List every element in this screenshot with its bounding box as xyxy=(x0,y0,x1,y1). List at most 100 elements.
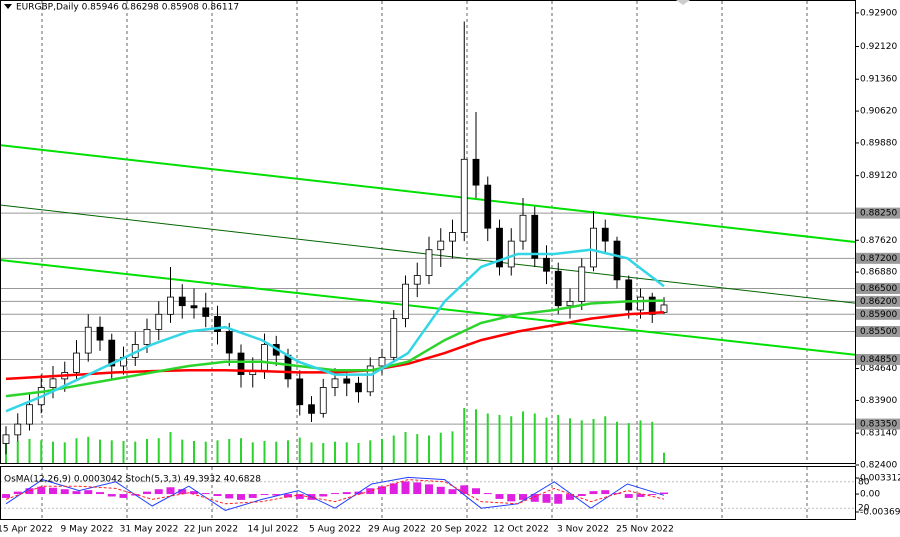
candle-body xyxy=(167,296,174,315)
candle-body xyxy=(296,378,304,406)
candle-body xyxy=(578,266,586,302)
volume-bar xyxy=(122,441,125,463)
x-tick-label: 14 Jul 2022 xyxy=(248,525,299,535)
osma-bar xyxy=(2,494,10,498)
y-tick-label: 0.89120 xyxy=(860,171,897,181)
volume-bar xyxy=(298,437,301,463)
scroll-marker[interactable] xyxy=(676,0,690,5)
osma-bar xyxy=(542,494,551,503)
candle-body xyxy=(531,214,539,259)
candle-body xyxy=(437,240,445,251)
candle-body xyxy=(261,344,268,371)
volume-bar xyxy=(334,441,336,463)
osma-bar xyxy=(566,494,574,500)
candle-body xyxy=(214,316,221,332)
osma-bar xyxy=(483,493,492,495)
volume-bar xyxy=(604,416,607,463)
y-tick-label: 0.83900 xyxy=(860,396,897,406)
osma-bar xyxy=(154,489,163,495)
volume-bar xyxy=(40,440,43,463)
volume-bar xyxy=(275,441,278,463)
osma-bar xyxy=(272,494,281,496)
volume-bar xyxy=(533,413,536,463)
y-tick-label: 0.91360 xyxy=(860,75,897,85)
volume-bar xyxy=(193,441,195,463)
oscillator-title: OsMA(12,26,9) 0.0003042 Stoch(5,3,3) 49.… xyxy=(4,475,261,485)
osma-bar xyxy=(648,494,657,496)
volume-bar xyxy=(87,436,90,463)
candle-body xyxy=(190,305,198,309)
chart-title: EURGBP,Daily 0.85946 0.86298 0.85908 0.8… xyxy=(16,3,239,13)
level-label: 0.83350 xyxy=(860,420,897,430)
candle-body xyxy=(84,326,92,354)
osma-bar xyxy=(589,491,598,495)
osma-bar xyxy=(201,493,210,495)
menu-arrow[interactable] xyxy=(4,4,12,9)
osma-bar xyxy=(37,486,46,495)
level-label: 0.85500 xyxy=(860,327,897,337)
y-tick-label: 0.82400 xyxy=(860,461,897,471)
volume-bar xyxy=(522,411,524,463)
osma-bar xyxy=(342,492,351,495)
candle-body xyxy=(237,352,245,375)
osma-bar xyxy=(96,492,104,495)
osma-bar xyxy=(331,493,339,495)
volume-bar xyxy=(463,408,466,463)
volume-bar xyxy=(181,439,184,463)
level-label-box xyxy=(856,295,900,307)
candle-body xyxy=(601,227,609,242)
osma-bar xyxy=(237,494,245,500)
y-tick-label: 0.86880 xyxy=(860,268,897,278)
volume-bar xyxy=(639,420,642,463)
osma-bar xyxy=(143,491,151,495)
osma-bar xyxy=(84,490,93,495)
volume-bar xyxy=(451,431,454,463)
candle-body xyxy=(202,307,210,317)
osma-bar xyxy=(601,490,610,495)
level-label-box xyxy=(856,282,900,294)
volume-bar xyxy=(627,423,630,463)
candle-body xyxy=(496,227,503,268)
volume-bar xyxy=(134,441,137,463)
volume-bar xyxy=(475,409,477,463)
osma-bar xyxy=(507,494,516,502)
osma-bar xyxy=(624,494,633,498)
volume-bar xyxy=(381,438,383,463)
osma-bar xyxy=(577,494,586,496)
osma-bar xyxy=(636,494,645,497)
candle-body xyxy=(472,158,480,186)
volume-bar xyxy=(439,432,442,463)
candle-body xyxy=(308,404,315,414)
osma-bar xyxy=(225,494,234,499)
candle-body xyxy=(96,326,104,341)
candle-body xyxy=(284,354,292,380)
osma-bar xyxy=(495,494,504,499)
y-tick-label: 0.87620 xyxy=(860,236,897,246)
candle-body xyxy=(378,356,386,367)
volume-bar xyxy=(287,440,289,463)
osma-bar xyxy=(319,494,328,497)
osma-bar xyxy=(72,491,81,495)
volume-bar xyxy=(75,438,78,463)
candle-body xyxy=(543,257,550,272)
candle-body xyxy=(225,331,233,354)
x-tick-label: 25 Nov 2022 xyxy=(616,525,674,535)
candle-body xyxy=(507,240,515,268)
candle-body xyxy=(413,275,421,285)
volume-bar xyxy=(28,438,31,463)
volume-bar xyxy=(369,440,372,463)
candle-body xyxy=(484,184,492,229)
volume-bar xyxy=(545,417,548,463)
candle-body xyxy=(648,296,656,315)
volume-bar xyxy=(616,421,618,463)
osma-bar xyxy=(13,491,22,495)
osma-bar xyxy=(401,481,410,495)
osma-bar xyxy=(613,493,621,495)
volume-bar xyxy=(498,414,501,463)
candle-body xyxy=(355,382,362,393)
level-label-box xyxy=(856,252,900,264)
candle-body xyxy=(613,240,621,281)
candle-body xyxy=(519,214,527,242)
level-label-box xyxy=(856,418,900,430)
